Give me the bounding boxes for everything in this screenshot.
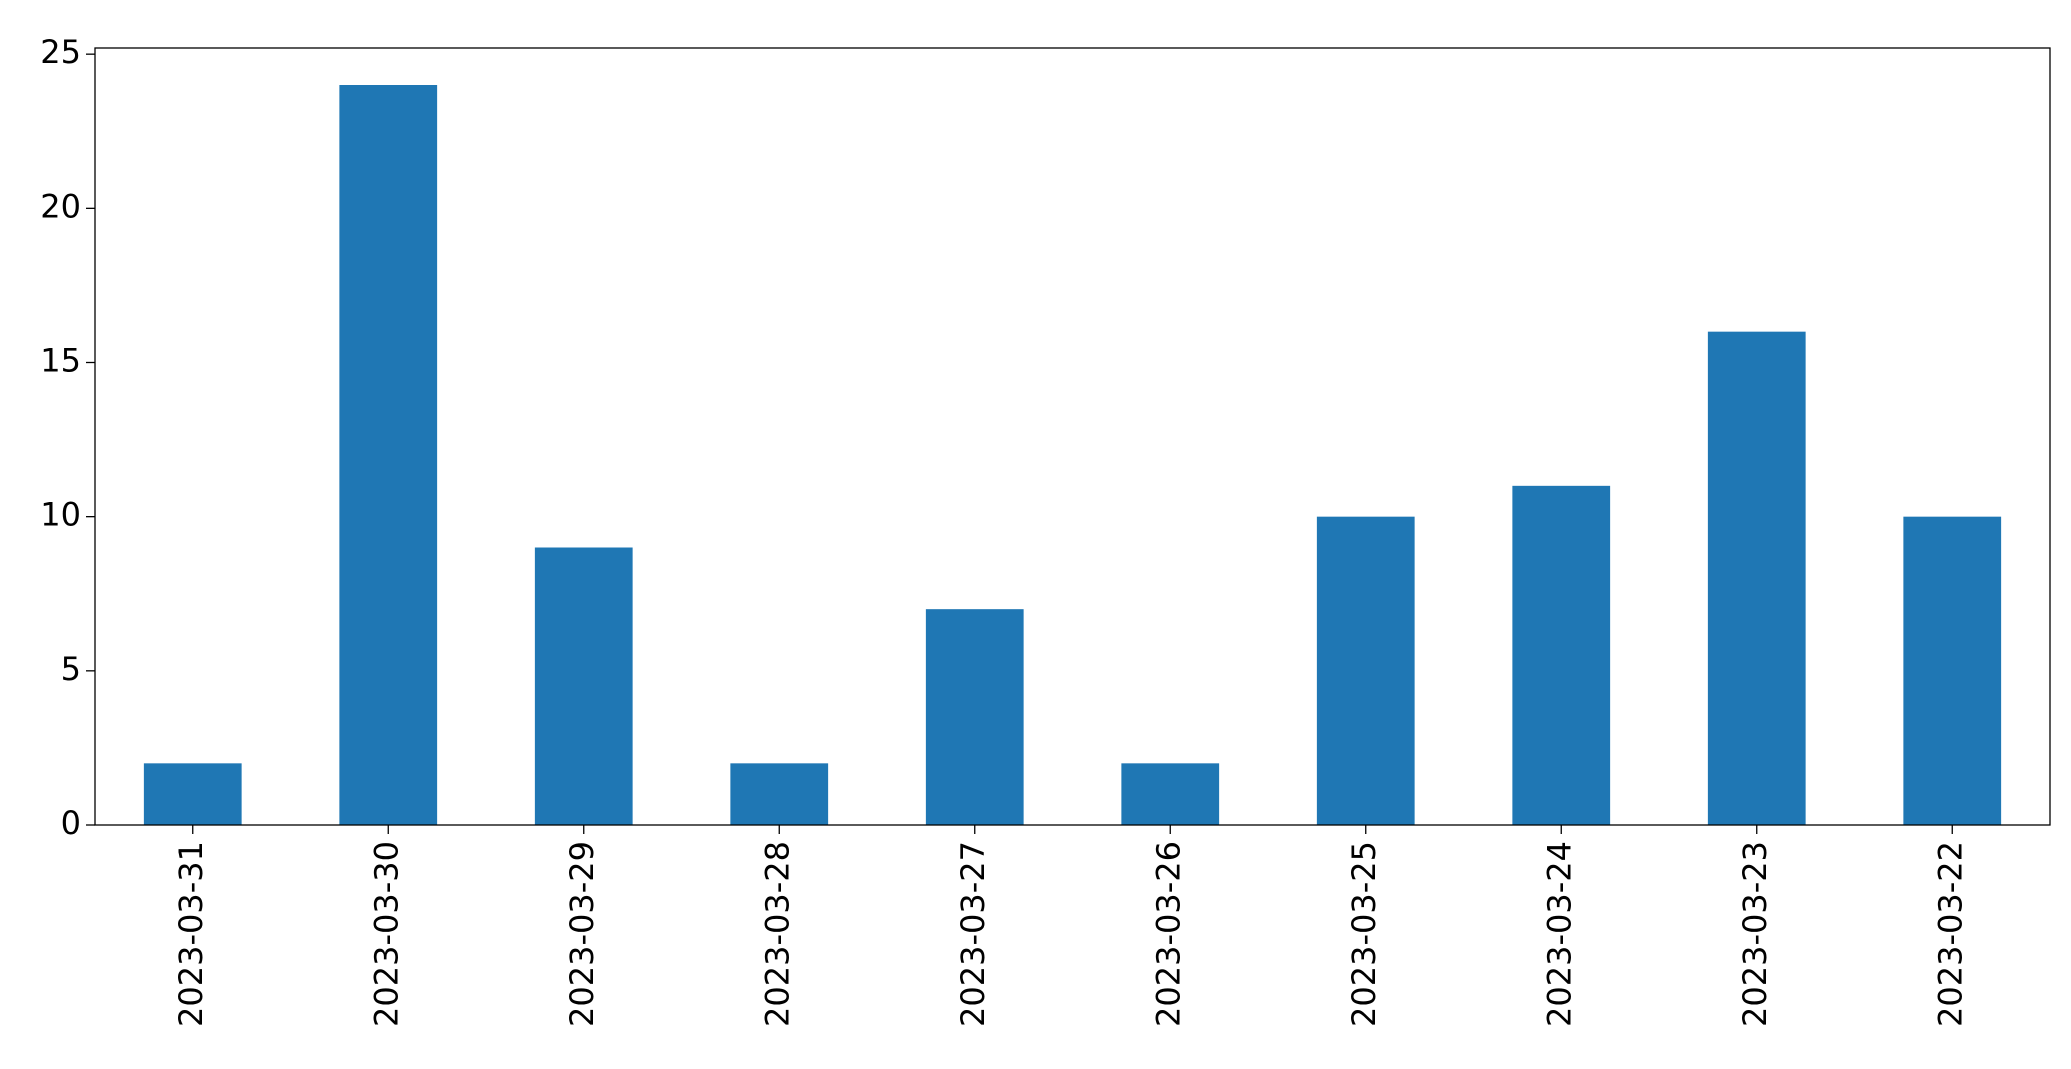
bar [339, 85, 438, 825]
bar [1707, 331, 1806, 825]
x-tick-label: 2023-03-26 [1149, 841, 1187, 1027]
bar [143, 763, 242, 825]
y-tick-label: 25 [40, 33, 81, 71]
x-tick-label: 2023-03-25 [1345, 841, 1383, 1027]
bar [1121, 763, 1220, 825]
y-tick-label: 15 [40, 342, 81, 380]
y-tick-label: 5 [61, 650, 81, 688]
x-tick-label: 2023-03-28 [758, 841, 796, 1027]
plot-frame [94, 47, 2051, 826]
y-tick-label: 10 [40, 496, 81, 534]
bar [1903, 516, 2002, 825]
y-tick-label: 0 [61, 804, 81, 842]
x-tick-label: 2023-03-30 [367, 841, 405, 1027]
x-tick-label: 2023-03-24 [1540, 841, 1578, 1027]
bar [925, 609, 1024, 825]
bar [1512, 485, 1611, 825]
bar [534, 547, 633, 825]
x-tick-label: 2023-03-27 [954, 841, 992, 1027]
bar [1316, 516, 1415, 825]
x-tick-label: 2023-03-23 [1736, 841, 1774, 1027]
y-tick-label: 20 [40, 187, 81, 225]
x-tick-label: 2023-03-29 [563, 841, 601, 1027]
x-tick-label: 2023-03-31 [172, 841, 210, 1027]
bar [730, 763, 829, 825]
x-tick-label: 2023-03-22 [1931, 841, 1969, 1027]
